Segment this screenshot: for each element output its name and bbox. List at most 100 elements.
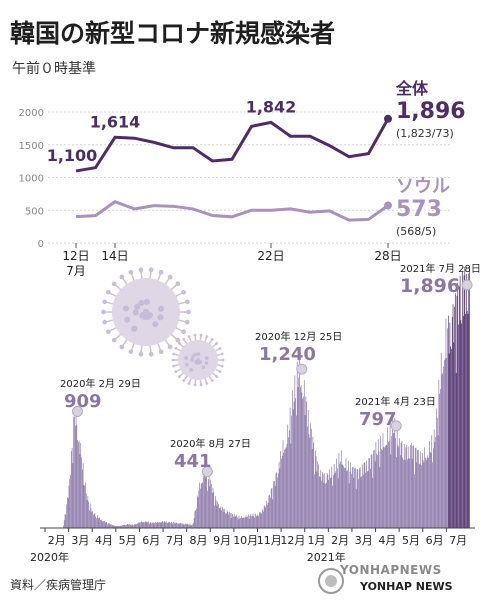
bar: [430, 453, 432, 528]
virus-dot: [157, 314, 164, 321]
bar: [377, 455, 378, 528]
bar: [122, 525, 124, 528]
virus-dot: [191, 355, 195, 359]
virus-spike-tip: [220, 352, 224, 356]
bar: [380, 436, 381, 528]
bar: [385, 444, 387, 528]
bar: [196, 495, 198, 528]
bar: [283, 452, 285, 528]
x-tick-label: 10月: [233, 534, 258, 547]
bar: [74, 416, 75, 528]
virus-spike-tip: [181, 329, 187, 335]
bar: [84, 485, 86, 528]
x-tick-label: 14日: [101, 249, 128, 263]
bar: [439, 393, 440, 528]
bar: [72, 463, 74, 528]
bar: [354, 468, 355, 528]
bar: [419, 464, 421, 528]
bar: [318, 464, 319, 528]
bar: [402, 457, 403, 528]
bar: [329, 478, 331, 528]
bar: [168, 521, 170, 528]
bar: [89, 510, 90, 528]
bar: [251, 516, 252, 528]
bar: [288, 437, 289, 528]
bar: [152, 522, 153, 528]
bar: [111, 524, 112, 528]
legend-total-sub: (1,823/73): [396, 127, 454, 140]
bar: [425, 460, 427, 528]
bar: [421, 452, 423, 528]
bar: [384, 447, 385, 528]
bar: [451, 316, 453, 528]
bar: [102, 521, 104, 528]
bar: [305, 396, 307, 528]
bar: [244, 517, 245, 528]
bar: [399, 438, 400, 528]
bar: [339, 463, 341, 528]
bar: [89, 503, 91, 528]
bar: [261, 512, 263, 528]
annotation-value: 1,240: [259, 344, 316, 365]
bar: [161, 521, 163, 528]
bar: [447, 328, 448, 528]
x-tick-label: 3月: [71, 534, 89, 547]
bar: [286, 443, 288, 528]
bar: [126, 524, 127, 528]
bar: [215, 496, 216, 528]
bar: [453, 342, 455, 528]
annotation-value: 1,896: [400, 275, 460, 297]
bar: [281, 458, 282, 528]
bar: [326, 472, 328, 528]
bar: [101, 520, 103, 528]
bar: [437, 435, 439, 528]
bar: [296, 361, 298, 528]
bar: [210, 479, 211, 528]
virus-spike-tip: [218, 346, 222, 350]
bar: [455, 293, 456, 528]
bar: [321, 480, 322, 528]
bar: [162, 521, 163, 528]
annotation-value: 797: [359, 409, 397, 430]
bar: [134, 524, 136, 528]
bar: [360, 476, 362, 528]
virus-spike-tip: [210, 379, 214, 382]
bar: [175, 522, 177, 528]
annotation-date: 2021年 4月 23日: [355, 395, 436, 408]
bar: [436, 408, 437, 528]
virus-spike-tip: [175, 281, 181, 287]
bar: [180, 523, 182, 528]
virus-spike-tip: [218, 370, 222, 374]
x-tick-label: 7月: [449, 534, 467, 547]
y-tick-label: 1500: [19, 141, 44, 152]
bar: [143, 522, 145, 528]
bar: [201, 483, 203, 528]
bar: [440, 352, 442, 528]
bar: [155, 521, 156, 528]
bar: [74, 425, 76, 528]
bar: [409, 458, 411, 528]
bar: [100, 519, 101, 528]
bar: [349, 471, 351, 528]
bar: [318, 476, 320, 528]
bar: [333, 475, 334, 528]
bar: [82, 462, 84, 528]
bar: [222, 508, 224, 528]
bar: [268, 495, 270, 528]
bar: [233, 516, 234, 528]
bar: [211, 492, 213, 528]
y-tick-label: 1000: [19, 174, 44, 185]
bar: [158, 522, 160, 528]
virus-dot: [132, 309, 139, 316]
bar: [248, 514, 249, 528]
virus-spike-tip: [102, 299, 108, 305]
bar: [421, 465, 422, 528]
x-tick-label: 6月: [426, 534, 444, 547]
bar: [340, 461, 341, 528]
bar: [85, 482, 86, 528]
bar: [223, 511, 225, 528]
bar: [149, 522, 151, 528]
bar: [389, 421, 391, 528]
bar: [114, 525, 115, 528]
